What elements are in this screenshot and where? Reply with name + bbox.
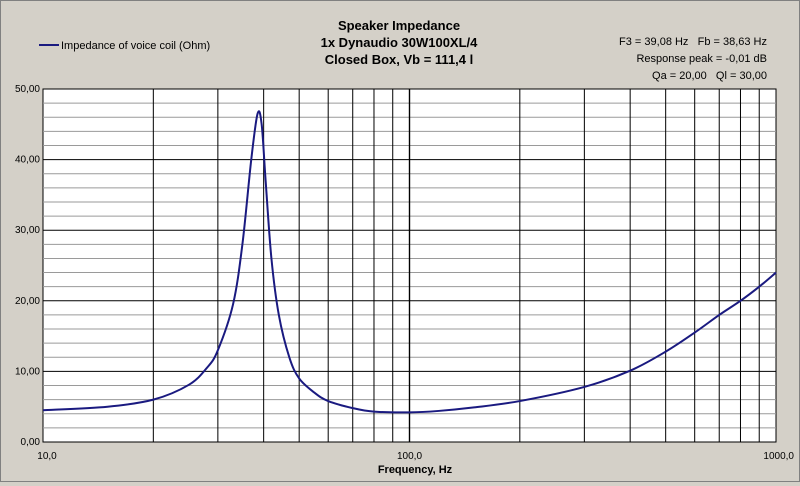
chart-title-line-1: Speaker Impedance (338, 18, 460, 33)
series-line-impedance (42, 110, 777, 414)
x-tick-label: 10,0 (37, 451, 57, 462)
y-tick-labels: 0,00 10,00 20,00 30,00 40,00 50,00 (15, 84, 40, 448)
legend: Impedance of voice coil (Ohm) (39, 40, 210, 52)
info-response-peak: Response peak = -0,01 dB (636, 53, 767, 65)
series-layer (42, 110, 777, 414)
y-tick-label: 40,00 (15, 155, 40, 166)
x-tick-label: 100,0 (397, 451, 422, 462)
x-axis-label: Frequency, Hz (378, 464, 453, 476)
info-f3-fb: F3 = 39,08 Hz Fb = 38,63 Hz (619, 36, 767, 48)
x-tick-label: 1000,0 (763, 451, 794, 462)
chart-title-line-2: 1x Dynaudio 30W100XL/4 (321, 35, 479, 50)
legend-label: Impedance of voice coil (Ohm) (61, 40, 210, 52)
x-tick-labels: 10,0 100,0 1000,0 (37, 451, 794, 462)
y-tick-label: 20,00 (15, 296, 40, 307)
y-tick-label: 10,00 (15, 366, 40, 377)
y-tick-label: 0,00 (21, 437, 41, 448)
y-tick-label: 50,00 (15, 84, 40, 95)
chart-title-line-3: Closed Box, Vb = 111,4 l (325, 52, 473, 67)
grid (43, 89, 776, 442)
info-qa-ql: Qa = 20,00 Ql = 30,00 (652, 70, 767, 82)
y-tick-label: 30,00 (15, 225, 40, 236)
